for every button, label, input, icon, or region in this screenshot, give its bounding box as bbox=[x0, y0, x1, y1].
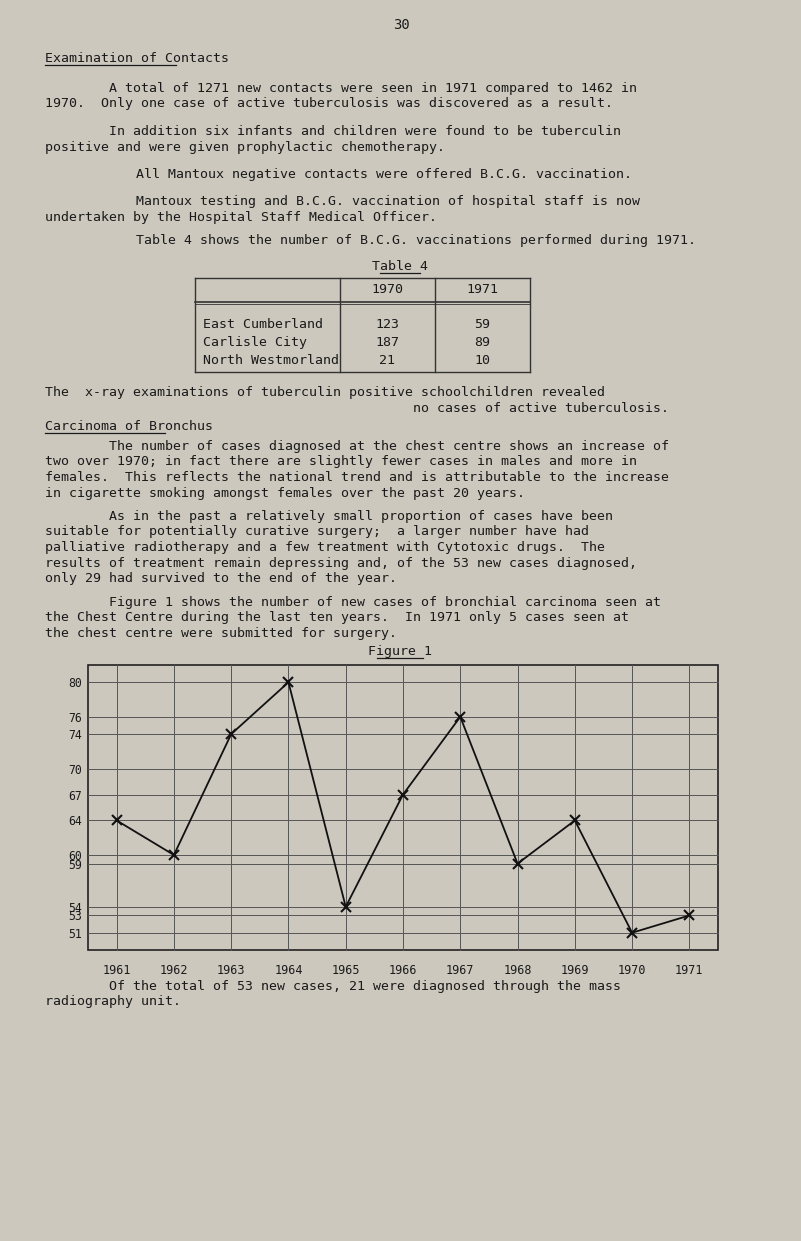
Text: Carlisle City: Carlisle City bbox=[203, 336, 307, 349]
Text: As in the past a relatively small proportion of cases have been: As in the past a relatively small propor… bbox=[45, 510, 613, 522]
Text: undertaken by the Hospital Staff Medical Officer.: undertaken by the Hospital Staff Medical… bbox=[45, 211, 437, 223]
Text: 1971: 1971 bbox=[675, 964, 703, 977]
Text: 1962: 1962 bbox=[159, 964, 188, 977]
Text: The  x-ray examinations of tuberculin positive schoolchildren revealed: The x-ray examinations of tuberculin pos… bbox=[45, 386, 605, 400]
Text: 123: 123 bbox=[375, 318, 399, 331]
Text: A total of 1271 new contacts were seen in 1971 compared to 1462 in: A total of 1271 new contacts were seen i… bbox=[45, 82, 637, 96]
Text: 64: 64 bbox=[68, 815, 82, 829]
Text: only 29 had survived to the end of the year.: only 29 had survived to the end of the y… bbox=[45, 572, 397, 585]
Text: females.  This reflects the national trend and is attributable to the increase: females. This reflects the national tren… bbox=[45, 472, 669, 484]
Text: 1968: 1968 bbox=[503, 964, 532, 977]
Text: Mantoux testing and B.C.G. vaccination of hospital staff is now: Mantoux testing and B.C.G. vaccination o… bbox=[72, 195, 640, 208]
Text: 76: 76 bbox=[68, 712, 82, 725]
Text: All Mantoux negative contacts were offered B.C.G. vaccination.: All Mantoux negative contacts were offer… bbox=[72, 168, 632, 181]
Text: 1971: 1971 bbox=[466, 283, 498, 297]
Text: North Westmorland: North Westmorland bbox=[203, 354, 339, 367]
Text: 1966: 1966 bbox=[388, 964, 417, 977]
Text: East Cumberland: East Cumberland bbox=[203, 318, 323, 331]
Text: results of treatment remain depressing and, of the 53 new cases diagnosed,: results of treatment remain depressing a… bbox=[45, 556, 637, 570]
Text: 10: 10 bbox=[474, 354, 490, 367]
Text: 60: 60 bbox=[68, 850, 82, 862]
Text: Table 4: Table 4 bbox=[372, 261, 428, 273]
Text: 59: 59 bbox=[68, 859, 82, 871]
Text: Of the total of 53 new cases, 21 were diagnosed through the mass: Of the total of 53 new cases, 21 were di… bbox=[45, 980, 621, 993]
Text: 53: 53 bbox=[68, 911, 82, 923]
Text: two over 1970; in fact there are slightly fewer cases in males and more in: two over 1970; in fact there are slightl… bbox=[45, 455, 637, 469]
Text: 59: 59 bbox=[474, 318, 490, 331]
Text: the Chest Centre during the last ten years.  In 1971 only 5 cases seen at: the Chest Centre during the last ten yea… bbox=[45, 612, 629, 624]
Text: 1970: 1970 bbox=[371, 283, 403, 297]
Text: 1970.  Only one case of active tuberculosis was discovered as a result.: 1970. Only one case of active tuberculos… bbox=[45, 98, 613, 110]
Text: In addition six infants and children were found to be tuberculin: In addition six infants and children wer… bbox=[45, 125, 621, 138]
Text: 187: 187 bbox=[375, 336, 399, 349]
Text: Examination of Contacts: Examination of Contacts bbox=[45, 52, 229, 65]
Bar bbox=[88, 665, 718, 951]
Text: 70: 70 bbox=[68, 763, 82, 777]
Text: suitable for potentially curative surgery;  a larger number have had: suitable for potentially curative surger… bbox=[45, 525, 589, 539]
Text: 51: 51 bbox=[68, 928, 82, 941]
Text: 1965: 1965 bbox=[332, 964, 360, 977]
Text: 1961: 1961 bbox=[103, 964, 131, 977]
Text: 1969: 1969 bbox=[561, 964, 589, 977]
Text: Carcinoma of Bronchus: Carcinoma of Bronchus bbox=[45, 419, 213, 433]
Text: the chest centre were submitted for surgery.: the chest centre were submitted for surg… bbox=[45, 627, 397, 640]
Text: 1970: 1970 bbox=[618, 964, 646, 977]
Text: palliative radiotherapy and a few treatment with Cytotoxic drugs.  The: palliative radiotherapy and a few treatm… bbox=[45, 541, 605, 553]
Text: 21: 21 bbox=[379, 354, 395, 367]
Text: Table 4 shows the number of B.C.G. vaccinations performed during 1971.: Table 4 shows the number of B.C.G. vacci… bbox=[72, 235, 696, 247]
Text: 89: 89 bbox=[474, 336, 490, 349]
Text: no cases of active tuberculosis.: no cases of active tuberculosis. bbox=[45, 402, 669, 414]
Text: 54: 54 bbox=[68, 902, 82, 915]
Text: 67: 67 bbox=[68, 789, 82, 803]
Text: positive and were given prophylactic chemotherapy.: positive and were given prophylactic che… bbox=[45, 140, 445, 154]
Text: in cigarette smoking amongst females over the past 20 years.: in cigarette smoking amongst females ove… bbox=[45, 486, 525, 499]
Text: 1964: 1964 bbox=[274, 964, 303, 977]
Text: The number of cases diagnosed at the chest centre shows an increase of: The number of cases diagnosed at the che… bbox=[45, 441, 669, 453]
Text: 80: 80 bbox=[68, 678, 82, 690]
Text: Figure 1: Figure 1 bbox=[368, 645, 432, 658]
Text: radiography unit.: radiography unit. bbox=[45, 995, 181, 1009]
Text: 1967: 1967 bbox=[446, 964, 474, 977]
Text: 30: 30 bbox=[392, 19, 409, 32]
Text: Figure 1 shows the number of new cases of bronchial carcinoma seen at: Figure 1 shows the number of new cases o… bbox=[45, 596, 661, 609]
Text: 74: 74 bbox=[68, 730, 82, 742]
Text: 1963: 1963 bbox=[217, 964, 245, 977]
